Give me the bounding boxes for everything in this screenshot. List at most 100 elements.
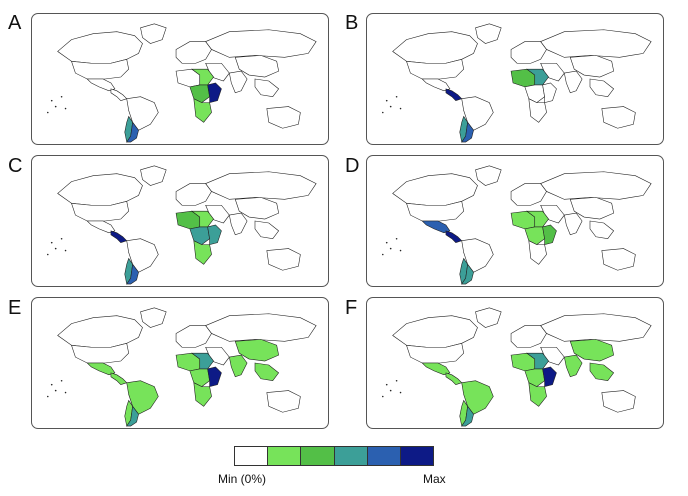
region-india xyxy=(228,212,248,236)
panel-label-d: D xyxy=(345,155,360,177)
region-greenland xyxy=(140,165,167,186)
region-cam xyxy=(445,372,463,386)
island-marker xyxy=(381,253,384,256)
region-braz xyxy=(461,380,494,415)
island-marker xyxy=(64,391,67,394)
legend-swatch-5 xyxy=(400,447,434,465)
region-sea xyxy=(589,220,615,240)
world-map xyxy=(46,23,317,143)
island-marker xyxy=(399,107,402,110)
legend-swatch-1 xyxy=(268,447,302,465)
island-marker xyxy=(46,111,49,114)
region-safr xyxy=(193,240,212,265)
region-canada xyxy=(392,31,478,64)
region-eafr xyxy=(542,366,557,388)
panel-label-b: B xyxy=(345,12,359,34)
island-marker xyxy=(389,105,392,108)
region-aus xyxy=(601,106,636,129)
region-usa xyxy=(71,58,130,80)
region-canada xyxy=(57,173,143,206)
region-arg xyxy=(126,263,139,285)
region-cam xyxy=(445,88,463,102)
region-india xyxy=(563,70,583,94)
map-panel-a xyxy=(31,13,329,145)
region-greenland xyxy=(475,23,502,44)
region-sea xyxy=(589,78,615,98)
region-europe xyxy=(510,183,547,206)
region-usa xyxy=(406,342,465,364)
region-aus xyxy=(266,106,301,129)
region-aus xyxy=(266,390,301,413)
region-europe xyxy=(510,325,547,348)
legend-swatch-4 xyxy=(367,447,401,465)
region-greenland xyxy=(475,307,502,328)
panel-label-a: A xyxy=(8,12,22,34)
panel-label-c: C xyxy=(8,155,23,177)
island-marker xyxy=(395,379,398,382)
island-marker xyxy=(389,389,392,392)
island-marker xyxy=(60,95,63,98)
island-marker xyxy=(399,391,402,394)
region-china xyxy=(234,197,280,220)
island-marker xyxy=(54,247,57,250)
region-usa xyxy=(406,200,465,222)
legend-min-label: Min (0%) xyxy=(218,472,267,486)
world-map xyxy=(381,23,652,143)
region-europe xyxy=(510,41,547,64)
region-canada xyxy=(392,173,478,206)
region-cam xyxy=(110,230,128,244)
legend-swatch-0 xyxy=(235,447,269,465)
region-russia xyxy=(205,171,317,200)
island-marker xyxy=(389,247,392,250)
region-sea xyxy=(254,78,280,98)
island-marker xyxy=(50,99,53,102)
region-arg xyxy=(126,405,139,427)
world-map xyxy=(46,165,317,285)
world-map xyxy=(46,307,317,427)
map-panel-c xyxy=(31,155,329,287)
region-braz xyxy=(126,96,159,131)
region-sea xyxy=(254,220,280,240)
region-braz xyxy=(126,380,159,415)
island-marker xyxy=(60,237,63,240)
region-greenland xyxy=(475,165,502,186)
region-china xyxy=(234,55,280,78)
region-cafr xyxy=(524,84,545,103)
island-marker xyxy=(385,383,388,386)
island-marker xyxy=(60,379,63,382)
legend-swatch-3 xyxy=(334,447,368,465)
region-eafr xyxy=(542,224,557,246)
island-marker xyxy=(64,107,67,110)
island-marker xyxy=(54,389,57,392)
island-marker xyxy=(381,395,384,398)
region-eafr xyxy=(207,366,222,388)
region-russia xyxy=(540,29,652,58)
region-arg xyxy=(461,405,474,427)
region-russia xyxy=(205,29,317,58)
region-arg xyxy=(126,121,139,143)
map-panel-e xyxy=(31,297,329,429)
region-india xyxy=(228,354,248,378)
region-cam xyxy=(445,230,463,244)
island-marker xyxy=(399,249,402,252)
region-arg xyxy=(461,263,474,285)
region-china xyxy=(569,197,615,220)
region-cam xyxy=(110,372,128,386)
region-eafr xyxy=(207,224,222,246)
region-eafr xyxy=(207,82,222,104)
panel-label-f: F xyxy=(345,297,358,319)
region-india xyxy=(228,70,248,94)
region-india xyxy=(563,212,583,236)
region-cafr xyxy=(189,84,210,103)
region-usa xyxy=(71,200,130,222)
region-braz xyxy=(461,238,494,273)
world-map xyxy=(381,307,652,427)
island-marker xyxy=(50,241,53,244)
region-china xyxy=(234,339,280,362)
region-sea xyxy=(254,362,280,382)
region-cafr xyxy=(189,368,210,387)
island-marker xyxy=(64,249,67,252)
island-marker xyxy=(385,99,388,102)
region-cafr xyxy=(524,368,545,387)
region-cafr xyxy=(189,226,210,245)
